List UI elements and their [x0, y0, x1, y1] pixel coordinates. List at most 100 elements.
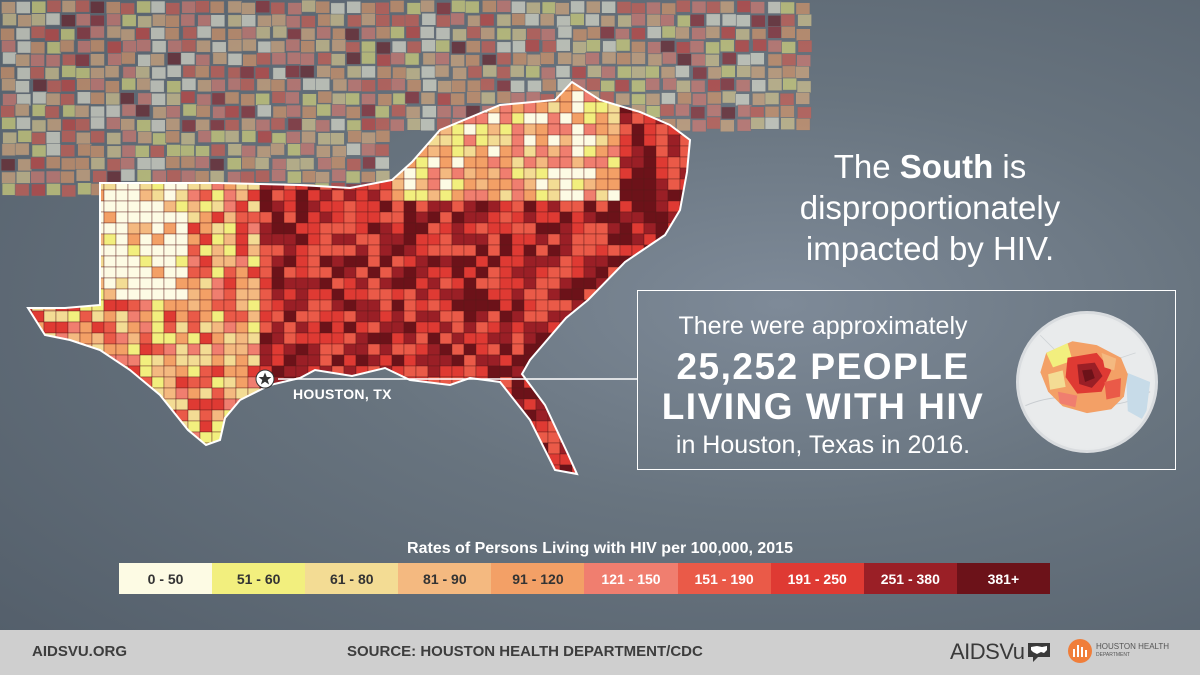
county-cell [165, 156, 181, 169]
county-cell [31, 431, 45, 444]
county-cell [79, 211, 93, 224]
county-cell [463, 145, 477, 158]
county-cell [67, 464, 81, 474]
county-cell [235, 233, 249, 246]
county-cell [355, 354, 369, 367]
county-cell [211, 41, 227, 55]
county-cell [271, 277, 285, 290]
county-cell [391, 409, 405, 422]
county-cell [662, 51, 677, 65]
county-cell [499, 343, 513, 356]
county-cell [427, 453, 441, 466]
county-cell [127, 442, 141, 455]
county-cell [209, 158, 225, 171]
houston-health-department-logo[interactable]: HOUSTON HEALTH DEPARTMENT [1067, 638, 1169, 664]
county-cell [499, 211, 513, 224]
county-cell [655, 167, 669, 180]
county-cell [751, 28, 767, 41]
county-cell [105, 80, 120, 94]
county-cell [1, 143, 17, 156]
county-cell [679, 244, 690, 257]
county-cell [559, 178, 573, 191]
county-cell [199, 376, 213, 389]
county-cell [79, 332, 93, 345]
county-cell [707, 91, 722, 105]
county-cell [235, 398, 249, 411]
county-cell [307, 409, 321, 422]
county-cell [331, 464, 345, 474]
county-cell [91, 222, 105, 235]
county-cell [67, 398, 81, 411]
county-cell [67, 299, 81, 312]
county-cell [343, 299, 357, 312]
county-cell [583, 112, 597, 125]
county-cell [163, 464, 177, 474]
county-cell [355, 343, 369, 356]
county-cell [271, 244, 285, 257]
county-cell [679, 233, 690, 246]
county-cell [319, 453, 333, 466]
county-cell [283, 321, 297, 334]
county-cell [255, 93, 270, 106]
county-cell [415, 167, 429, 180]
county-cell [223, 288, 237, 301]
county-cell [283, 310, 297, 323]
county-cell [270, 142, 285, 156]
county-cell [211, 79, 226, 92]
county-cell [451, 211, 465, 224]
county-cell [115, 211, 129, 224]
county-cell [559, 387, 573, 400]
county-cell [559, 156, 573, 169]
county-cell [31, 398, 45, 411]
county-cell [377, 93, 393, 106]
county-cell [679, 277, 690, 290]
county-cell [361, 79, 376, 92]
county-cell [227, 77, 243, 91]
county-cell [43, 387, 57, 400]
county-cell [343, 420, 357, 433]
county-cell [475, 156, 489, 169]
county-cell [511, 255, 525, 268]
county-cell [331, 255, 345, 268]
county-cell [103, 321, 117, 334]
county-cell [31, 266, 45, 279]
county-cell [46, 0, 62, 13]
county-cell [452, 28, 467, 42]
county-cell [595, 244, 609, 257]
county-cell [127, 211, 141, 224]
county-cell [199, 398, 213, 411]
county-cell [535, 134, 549, 147]
county-cell [56, 476, 68, 487]
county-cell [307, 255, 321, 268]
county-cell [332, 78, 348, 92]
county-cell [403, 431, 417, 444]
county-cell [115, 442, 129, 455]
county-cell [150, 53, 165, 67]
county-cell [199, 387, 213, 400]
county-cell [510, 80, 525, 93]
county-cell [187, 277, 201, 290]
county-cell [120, 168, 136, 182]
county-cell [43, 255, 57, 268]
footer-site-link[interactable]: AIDSVU.ORG [32, 643, 128, 660]
county-cell [115, 321, 129, 334]
county-cell [167, 39, 183, 53]
county-cell [571, 387, 585, 400]
county-cell [677, 53, 692, 66]
aidsvu-logo[interactable]: AIDSVu [950, 639, 1052, 665]
county-cell [691, 0, 707, 14]
county-cell [139, 431, 153, 444]
county-cell [796, 54, 811, 68]
county-cell [227, 53, 243, 66]
county-cell [559, 134, 573, 147]
county-cell [403, 145, 417, 158]
county-cell [361, 93, 376, 106]
county-cell [427, 255, 441, 268]
county-cell [223, 222, 237, 235]
county-cell [151, 93, 166, 106]
county-cell [152, 13, 167, 27]
county-cell [241, 117, 256, 131]
county-cell [307, 343, 321, 356]
county-cell [199, 321, 213, 334]
county-cell [344, 476, 356, 487]
